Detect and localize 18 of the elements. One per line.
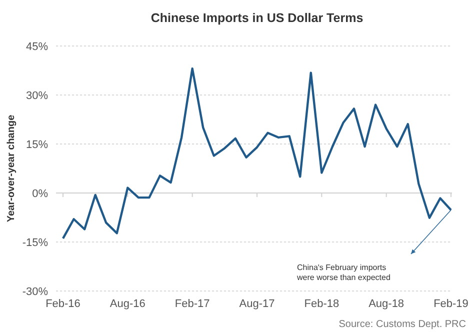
y-axis-title: Year-over-year change: [6, 114, 17, 222]
y-tick-label: 15%: [26, 139, 48, 151]
x-tick-label: Aug-17: [239, 298, 275, 310]
y-tick-label: 30%: [26, 90, 48, 102]
source-note: Source: Customs Dept. PRC: [338, 319, 466, 330]
chart-title: Chinese Imports in US Dollar Terms: [150, 11, 364, 25]
y-tick-label: 0%: [32, 188, 48, 200]
y-tick-label: -15%: [22, 237, 48, 249]
x-tick-label: Feb-18: [304, 298, 340, 310]
y-tick-label: 45%: [26, 41, 48, 53]
x-tick-label: Feb-17: [174, 298, 210, 310]
x-tick-label: Aug-18: [368, 298, 404, 310]
annotation: China's February imports were worse than expected: [296, 262, 390, 282]
x-tick-label: Aug-16: [110, 298, 146, 310]
y-tick-label: -30%: [22, 286, 48, 298]
x-tick-label: Feb-16: [46, 298, 80, 310]
line-series: [62, 67, 452, 240]
x-tick-label: Feb-19: [434, 298, 468, 310]
